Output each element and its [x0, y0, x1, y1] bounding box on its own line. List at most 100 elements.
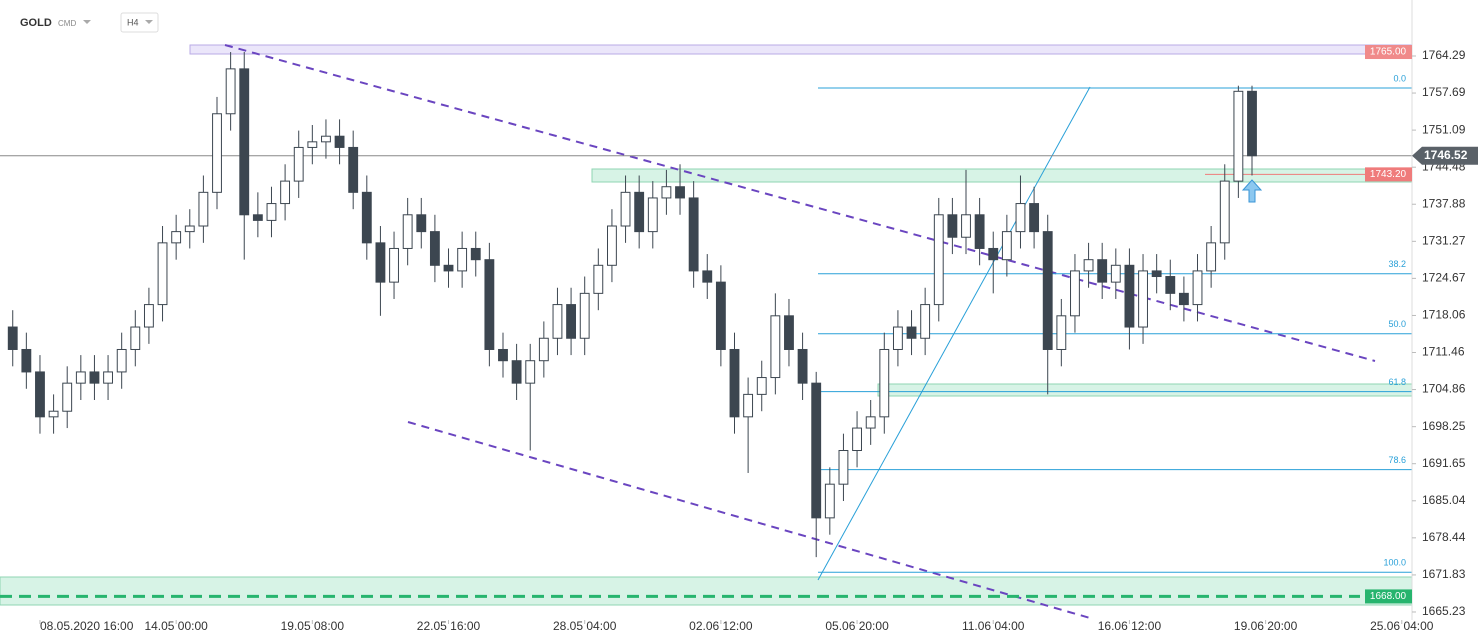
- candle-body: [566, 304, 577, 339]
- candle-body: [1070, 270, 1080, 317]
- candle-body: [906, 326, 917, 339]
- candle-body: [402, 214, 413, 249]
- candle-body: [838, 450, 849, 485]
- candle-body: [688, 197, 699, 272]
- candle-body: [1110, 264, 1121, 283]
- x-tick-label: 28.05 04:00: [553, 619, 617, 633]
- fib-label: 0.0: [1393, 73, 1406, 83]
- candle-body: [729, 348, 740, 418]
- x-tick-label: 22.05 16:00: [417, 619, 481, 633]
- dropdown-icon[interactable]: [83, 20, 91, 24]
- candle-body: [184, 225, 195, 233]
- candle-body: [511, 360, 522, 384]
- candle-body: [784, 315, 794, 350]
- fib-label: 100.0: [1383, 558, 1406, 568]
- candle-body: [212, 113, 222, 193]
- candle-body: [280, 180, 291, 205]
- candle-body: [593, 264, 604, 294]
- fib-label: 78.6: [1388, 455, 1406, 465]
- candle-body: [1219, 180, 1230, 244]
- resistance-zone: [189, 44, 1413, 55]
- candle-body: [552, 304, 563, 339]
- price-tag: [1365, 589, 1412, 604]
- candle-body: [252, 214, 263, 221]
- plot: [0, 52, 1412, 598]
- x-tick-label: 14.05 00:00: [144, 619, 208, 633]
- price-tag-label: 1765.00: [1370, 47, 1407, 58]
- x-tick-label: 19.06 20:00: [1234, 619, 1298, 633]
- candle-body: [947, 214, 958, 238]
- fib-label: 38.2: [1388, 259, 1406, 269]
- candle-body: [307, 141, 318, 148]
- price-tag: [1365, 45, 1412, 60]
- candle-body: [361, 191, 372, 244]
- up-arrow: [1241, 179, 1263, 203]
- x-tick-label: 08.05.2020 16:00: [40, 619, 134, 633]
- candle-body: [1029, 203, 1040, 233]
- candle-body: [1233, 90, 1244, 182]
- price-tag-label: 1668.00: [1370, 591, 1407, 602]
- candle-body: [75, 371, 86, 384]
- candle-body: [157, 242, 168, 306]
- x-tick-label: 02.06 12:00: [689, 619, 753, 633]
- trend-line: [224, 44, 1376, 362]
- candle-body: [429, 231, 440, 266]
- candle-body: [988, 247, 999, 261]
- candle-body: [1083, 259, 1094, 272]
- dropdown-icon[interactable]: [145, 20, 153, 24]
- y-tick-label: 1698.25: [1422, 419, 1466, 433]
- candle-body: [266, 203, 277, 221]
- candle-body: [1015, 203, 1026, 233]
- timeframe-box[interactable]: [120, 12, 159, 33]
- candle-body: [715, 281, 726, 350]
- candle-body: [103, 371, 113, 384]
- candle-body: [933, 214, 944, 306]
- candle-body: [1001, 231, 1012, 261]
- candle-body: [375, 242, 386, 283]
- candle-body: [1138, 270, 1148, 328]
- candle-body: [239, 68, 250, 216]
- candle-body: [797, 348, 808, 384]
- candle-body: [525, 360, 536, 384]
- candle-body: [579, 292, 590, 339]
- candle-body: [7, 326, 18, 350]
- candle-body: [675, 186, 685, 199]
- candle-body: [443, 264, 454, 272]
- x-tick-label: 19.05 08:00: [281, 619, 345, 633]
- y-tick-label: 1678.44: [1422, 530, 1466, 544]
- y-tick-label: 1737.88: [1422, 196, 1466, 210]
- y-tick-label: 1711.46: [1422, 345, 1465, 359]
- candle-body: [89, 371, 100, 384]
- candle-body: [348, 146, 359, 193]
- candle-body: [498, 348, 508, 362]
- price-tag: [1412, 146, 1478, 165]
- demand-zone: [0, 576, 1413, 606]
- candle-body: [21, 348, 32, 373]
- candle-body: [974, 214, 985, 249]
- y-tick-label: 1704.86: [1422, 382, 1466, 396]
- candle-body: [1206, 242, 1217, 272]
- candle-body: [484, 259, 495, 350]
- candle-body: [1056, 315, 1067, 350]
- candle-body: [225, 68, 236, 115]
- y-tick-label: 1671.83: [1422, 567, 1466, 581]
- trend-line: [407, 421, 1091, 619]
- price-tag-label: 1746.52: [1424, 148, 1468, 162]
- y-tick-label: 1718.06: [1422, 308, 1466, 322]
- candle-body: [1178, 292, 1189, 306]
- candle-body: [457, 247, 468, 272]
- candle-body: [334, 135, 345, 148]
- price-tag-label: 1743.20: [1370, 169, 1407, 180]
- fib-label: 50.0: [1388, 319, 1406, 329]
- candle-body: [35, 371, 45, 418]
- candle-body: [852, 427, 862, 452]
- candle-body: [130, 326, 141, 350]
- timeframe[interactable]: H4: [127, 17, 139, 27]
- candle-body: [62, 382, 73, 412]
- candle-body: [143, 304, 154, 328]
- candle-body: [1097, 259, 1108, 283]
- y-tick-label: 1724.67: [1422, 271, 1466, 285]
- candle-body: [1042, 231, 1053, 350]
- market[interactable]: CMD: [58, 19, 76, 28]
